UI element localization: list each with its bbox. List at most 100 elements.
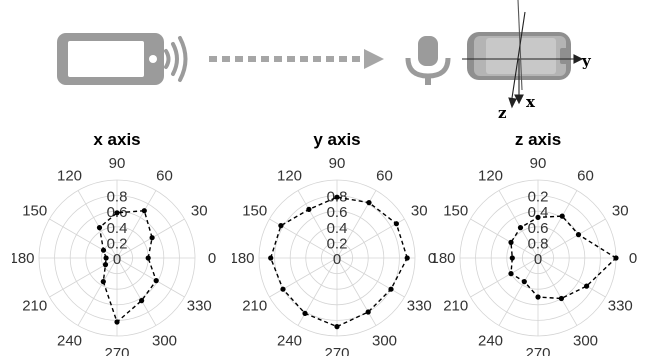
angle-tick-label: 150 (443, 203, 468, 220)
data-point (102, 262, 109, 268)
data-point (521, 279, 527, 285)
data-point (139, 298, 145, 304)
data-point (393, 221, 399, 227)
data-point (334, 194, 340, 200)
grid-spoke (336, 257, 377, 326)
data-point (559, 213, 565, 219)
angle-tick-label: 120 (277, 168, 302, 185)
grid-spoke (116, 257, 157, 326)
data-point (613, 255, 619, 261)
angle-tick-label: 0 (428, 250, 436, 267)
angle-tick-label: 30 (411, 203, 428, 220)
data-point (388, 286, 394, 292)
angle-tick-label: 210 (242, 298, 267, 315)
grid-spoke (470, 257, 539, 298)
angle-tick-label: 240 (277, 332, 302, 349)
data-point (508, 271, 514, 277)
data-point (575, 232, 582, 238)
microphone-icon (405, 36, 451, 85)
grid-spoke (470, 218, 539, 259)
data-point (280, 286, 286, 292)
polar-chart-y: y axis 0 30 60 90 120 150 180 210 240 270 300 330 0 0… (232, 128, 442, 356)
radial-tick-label: 0 (534, 251, 542, 268)
data-point (509, 255, 515, 261)
radial-tick-label: 0.8 (528, 235, 549, 252)
polar-plot: 030609012015018021024027030033000.80.60.… (433, 155, 637, 356)
angle-tick-label: 180 (12, 250, 35, 267)
radial-tick-label: 0.2 (327, 235, 348, 252)
axis-label-z: z (498, 104, 507, 122)
data-point (404, 255, 410, 261)
grid-spoke (537, 190, 578, 259)
chart-title: z axis (514, 130, 562, 149)
radial-tick-label: 0 (333, 251, 341, 268)
polar-chart-z: z axis 0 30 60 90 120 150 180 210 240 270 300 330 0 0… (433, 128, 643, 356)
chart-title: x axis (93, 130, 141, 149)
data-point (278, 223, 284, 229)
angle-tick-label: 300 (372, 332, 397, 349)
radial-tick-label: 0 (113, 251, 121, 268)
angle-tick-label: 240 (57, 332, 82, 349)
data-point (535, 294, 541, 300)
angle-tick-label: 30 (612, 203, 629, 220)
angle-tick-label: 150 (22, 203, 47, 220)
angle-tick-label: 240 (478, 332, 503, 349)
angle-tick-label: 330 (187, 298, 212, 315)
smartphone-icon (57, 33, 164, 85)
polar-plot: 030609012015018021024027030033000.20.40.… (12, 155, 216, 356)
grid-spoke (116, 257, 185, 298)
radial-tick-label: 0.8 (107, 189, 128, 206)
grid-spoke (336, 218, 405, 259)
angle-tick-label: 330 (608, 298, 633, 315)
radial-tick-label: 0.2 (528, 189, 549, 206)
angle-tick-label: 300 (573, 332, 598, 349)
data-point (100, 279, 106, 285)
angle-tick-label: 210 (22, 298, 47, 315)
angle-tick-label: 30 (191, 203, 208, 220)
angle-tick-label: 330 (407, 298, 432, 315)
coordinate-axes (462, 0, 584, 109)
data-point (114, 210, 120, 216)
grid-spoke (269, 257, 338, 298)
angle-tick-label: 120 (478, 168, 503, 185)
data-point (96, 225, 103, 231)
angle-tick-label: 90 (329, 155, 346, 172)
radial-tick-label: 0.4 (107, 220, 128, 237)
axis-label-y: y (581, 52, 592, 70)
data-point (334, 324, 340, 330)
sound-waves-icon (164, 36, 188, 82)
angle-tick-label: 90 (109, 155, 126, 172)
data-point (302, 310, 308, 316)
angle-tick-label: 270 (525, 345, 550, 356)
polar-chart-x: x axis 0 30 60 90 120 150 180 210 240 270 300 330 0 0… (12, 128, 222, 356)
grid-spoke (537, 257, 578, 326)
grid-spoke (77, 257, 118, 326)
data-point (306, 206, 312, 212)
angle-tick-label: 90 (530, 155, 547, 172)
angle-tick-label: 300 (152, 332, 177, 349)
radial-tick-label: 0.2 (107, 235, 128, 252)
grid-spoke (498, 190, 539, 259)
radial-tick-label: 0.6 (528, 220, 549, 237)
data-point (558, 295, 564, 302)
angle-tick-label: 0 (629, 250, 637, 267)
angle-tick-label: 60 (376, 168, 393, 185)
polar-plot: 030609012015018021024027030033000.20.40.… (232, 155, 436, 356)
angle-tick-label: 0 (208, 250, 216, 267)
grid-spoke (77, 190, 118, 259)
data-point (153, 278, 159, 284)
data-point (508, 239, 514, 245)
chart-title: y axis (313, 130, 361, 149)
angle-tick-label: 60 (577, 168, 594, 185)
data-point (517, 225, 524, 231)
radial-tick-label: 0.4 (327, 220, 348, 237)
data-point (268, 255, 274, 261)
data-point (149, 235, 155, 241)
angle-tick-label: 120 (57, 168, 82, 185)
data-point (366, 200, 372, 206)
data-point (535, 214, 541, 220)
axis-label-x: x (526, 93, 536, 111)
data-point (141, 208, 147, 214)
grid-spoke (498, 257, 539, 326)
grid-spoke (297, 190, 338, 259)
